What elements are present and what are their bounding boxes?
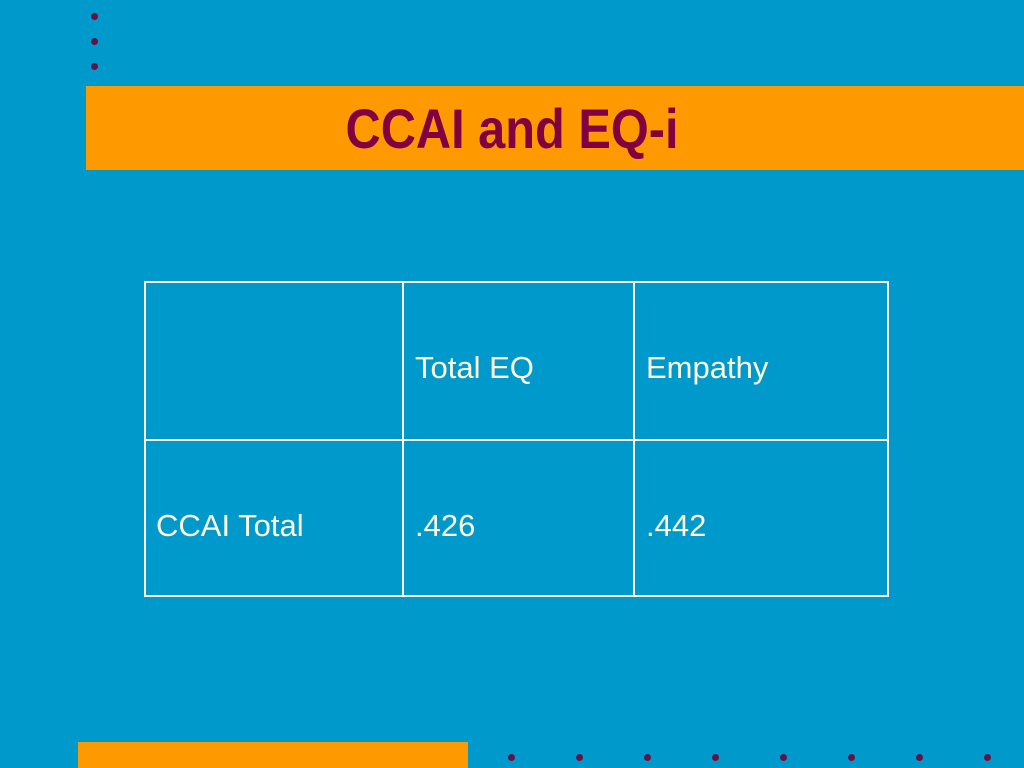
dot bbox=[848, 754, 855, 761]
title-bar bbox=[86, 86, 1024, 170]
table-rule bbox=[144, 439, 889, 441]
table-cell: .426 bbox=[415, 508, 476, 543]
dot bbox=[91, 63, 98, 70]
dot bbox=[984, 754, 991, 761]
dot bbox=[508, 754, 515, 761]
table-cell: .442 bbox=[646, 508, 707, 543]
dot bbox=[916, 754, 923, 761]
dot bbox=[712, 754, 719, 761]
dot bbox=[644, 754, 651, 761]
column-header: Empathy bbox=[646, 350, 769, 385]
slide-title: CCAI and EQ-i bbox=[346, 97, 679, 160]
row-header: CCAI Total bbox=[156, 508, 304, 543]
dot bbox=[576, 754, 583, 761]
dot bbox=[91, 38, 98, 45]
title-area: CCAI and EQ-i bbox=[346, 97, 679, 160]
column-header: Total EQ bbox=[415, 350, 534, 385]
dot bbox=[91, 13, 98, 20]
footer-bar bbox=[78, 742, 468, 768]
dot bbox=[780, 754, 787, 761]
